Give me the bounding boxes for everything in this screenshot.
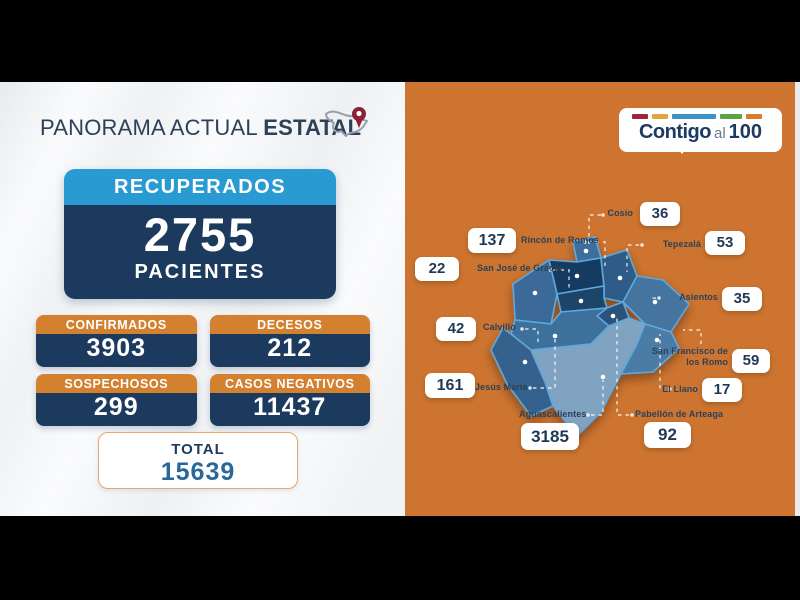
stat-label: CONFIRMADOS <box>36 315 197 334</box>
stat-label: CASOS NEGATIVOS <box>209 374 370 393</box>
stat-card-suspected: SOSPECHOSOS 299 <box>36 374 197 426</box>
state-panorama-panel: PANORAMA ACTUAL ESTATAL RECUPERADOS 2755… <box>0 82 405 516</box>
logo-text: Contigo al 100 <box>632 121 769 144</box>
recovered-card: RECUPERADOS 2755 PACIENTES <box>64 169 336 299</box>
right-edge-strip <box>795 82 800 516</box>
muni-label-calvillo: Calvillo <box>483 322 516 332</box>
stat-value: 212 <box>209 334 370 367</box>
muni-label-aguascalientes: Aguascalientes <box>519 409 587 419</box>
muni-value-pabellon: 92 <box>644 422 691 448</box>
mexico-map-pin-icon <box>325 107 368 137</box>
stat-value: 11437 <box>209 393 370 426</box>
region-dots <box>522 248 660 380</box>
contigo-al-100-logo: Contigo al 100 <box>619 108 782 154</box>
municipality-map-panel: Contigo al 100 Cosío Rincón de Romos Tep… <box>405 82 795 516</box>
label-bullets <box>520 213 672 417</box>
muni-value-san-jose: 22 <box>415 257 459 281</box>
muni-value-cosio: 36 <box>640 202 680 226</box>
stat-value: 299 <box>36 393 197 426</box>
stats-grid: CONFIRMADOS 3903 DECESOS 212 SOSPECHOSOS… <box>36 315 370 426</box>
muni-value-san-francisco: 59 <box>732 349 770 373</box>
muni-label-tepezala: Tepezalá <box>662 239 701 249</box>
connector-lines <box>525 214 702 416</box>
recovered-header: RECUPERADOS <box>64 169 336 205</box>
muni-value-el-llano: 17 <box>702 378 742 402</box>
page-title-regular: PANORAMA ACTUAL <box>40 115 264 140</box>
muni-value-asientos: 35 <box>722 287 762 311</box>
aguascalientes-map <box>490 213 702 437</box>
total-label: TOTAL <box>171 441 225 458</box>
logo-word-100: 100 <box>728 121 763 143</box>
stat-card-deaths: DECESOS 212 <box>209 315 370 367</box>
muni-label-el-llano: El Llano <box>662 384 698 394</box>
muni-value-calvillo: 42 <box>436 317 476 341</box>
recovered-value: 2755 <box>143 208 257 261</box>
page-title: PANORAMA ACTUAL ESTATAL <box>40 115 361 141</box>
muni-value-rincon: 137 <box>468 228 516 253</box>
recovered-body: 2755 PACIENTES <box>64 205 336 299</box>
muni-label-rincon: Rincón de Romos <box>521 235 600 245</box>
muni-value-aguascalientes: 3185 <box>521 423 579 450</box>
muni-label-jesus-maria: Jesús María <box>475 382 528 392</box>
muni-value-tepezala: 53 <box>705 231 745 255</box>
stat-card-confirmed: CONFIRMADOS 3903 <box>36 315 197 367</box>
logo-word-contigo: Contigo <box>638 121 712 143</box>
muni-label-pabellon: Pabellón de Arteaga <box>635 409 724 419</box>
muni-value-jesus-maria: 161 <box>425 373 475 398</box>
muni-label-san-jose: San José de Gracia <box>477 263 562 273</box>
total-value: 15639 <box>160 458 236 486</box>
muni-label-san-francisco: San Francisco de los Romo <box>651 346 728 367</box>
stat-card-negatives: CASOS NEGATIVOS 11437 <box>209 374 370 426</box>
total-card: TOTAL 15639 <box>98 432 298 489</box>
logo-word-al: al <box>713 125 726 142</box>
stat-label: SOSPECHOSOS <box>36 374 197 393</box>
muni-label-asientos: Asientos <box>679 292 718 302</box>
infographic-stage: PANORAMA ACTUAL ESTATAL RECUPERADOS 2755… <box>0 82 800 516</box>
logo-color-bars <box>632 114 769 119</box>
region-el-llano <box>620 323 680 375</box>
stat-value: 3903 <box>36 334 197 367</box>
recovered-unit: PACIENTES <box>134 261 266 283</box>
stat-label: DECESOS <box>209 315 370 334</box>
muni-label-cosio: Cosío <box>607 208 633 218</box>
